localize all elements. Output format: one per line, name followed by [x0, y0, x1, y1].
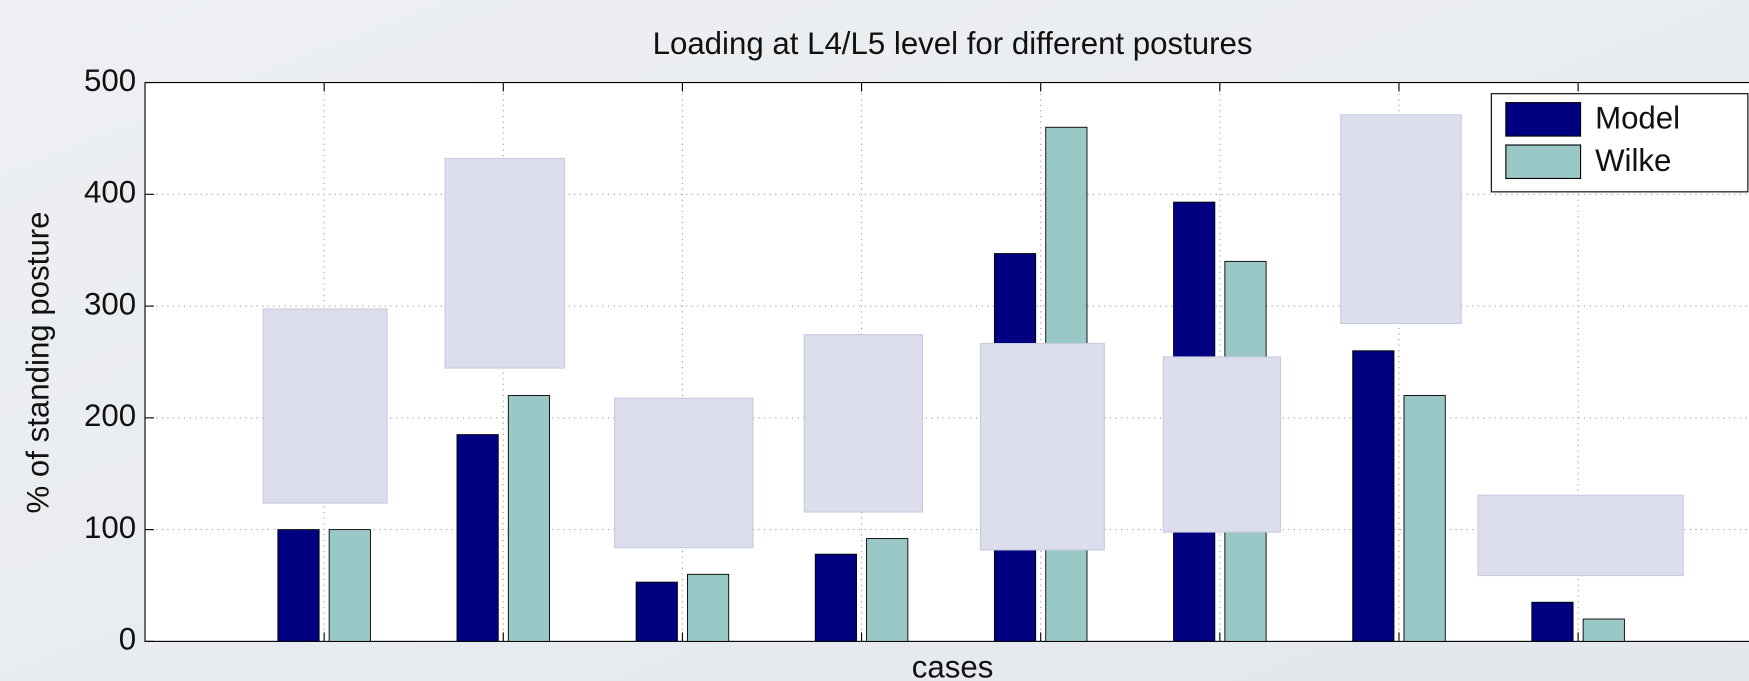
- legend-swatch: [1506, 145, 1581, 178]
- y-axis-label: % of standing posture: [20, 212, 55, 514]
- y-tick-label: 500: [84, 63, 136, 98]
- posture-image: [263, 309, 387, 503]
- y-tick-label: 0: [119, 622, 136, 657]
- bar: [329, 530, 370, 642]
- legend: Model Wilke: [1491, 94, 1748, 192]
- bar: [636, 582, 677, 641]
- bar: [278, 530, 319, 642]
- posture-image: [1478, 495, 1683, 575]
- y-tick-label: 100: [84, 510, 136, 545]
- posture-image: [1341, 115, 1461, 324]
- bar: [457, 435, 498, 642]
- posture-image: [804, 335, 922, 512]
- bar: [815, 554, 856, 641]
- x-axis-label: cases: [912, 650, 994, 681]
- posture-image: [445, 158, 564, 368]
- bar: [1532, 602, 1573, 641]
- chart: 0 100 200 300 400 500 Model Wilke Loading at L…: [0, 0, 1749, 681]
- bar: [508, 395, 549, 641]
- bar: [867, 539, 908, 642]
- posture-image: [980, 344, 1104, 550]
- y-tick-label: 200: [84, 398, 136, 433]
- bar: [1583, 619, 1624, 641]
- plot-root: 0 100 200 300 400 500 Model Wilke Loading at L…: [20, 26, 1749, 681]
- legend-label: Wilke: [1595, 143, 1671, 178]
- bar: [687, 574, 728, 641]
- posture-image: [615, 398, 753, 547]
- bar: [1404, 395, 1445, 641]
- y-tick-label: 300: [84, 286, 136, 321]
- y-tick-label: 400: [84, 175, 136, 210]
- posture-image: [1163, 357, 1280, 532]
- chart-title: Loading at L4/L5 level for different pos…: [653, 26, 1253, 61]
- bar: [1353, 351, 1394, 642]
- legend-swatch: [1506, 103, 1581, 136]
- legend-label: Model: [1595, 101, 1680, 136]
